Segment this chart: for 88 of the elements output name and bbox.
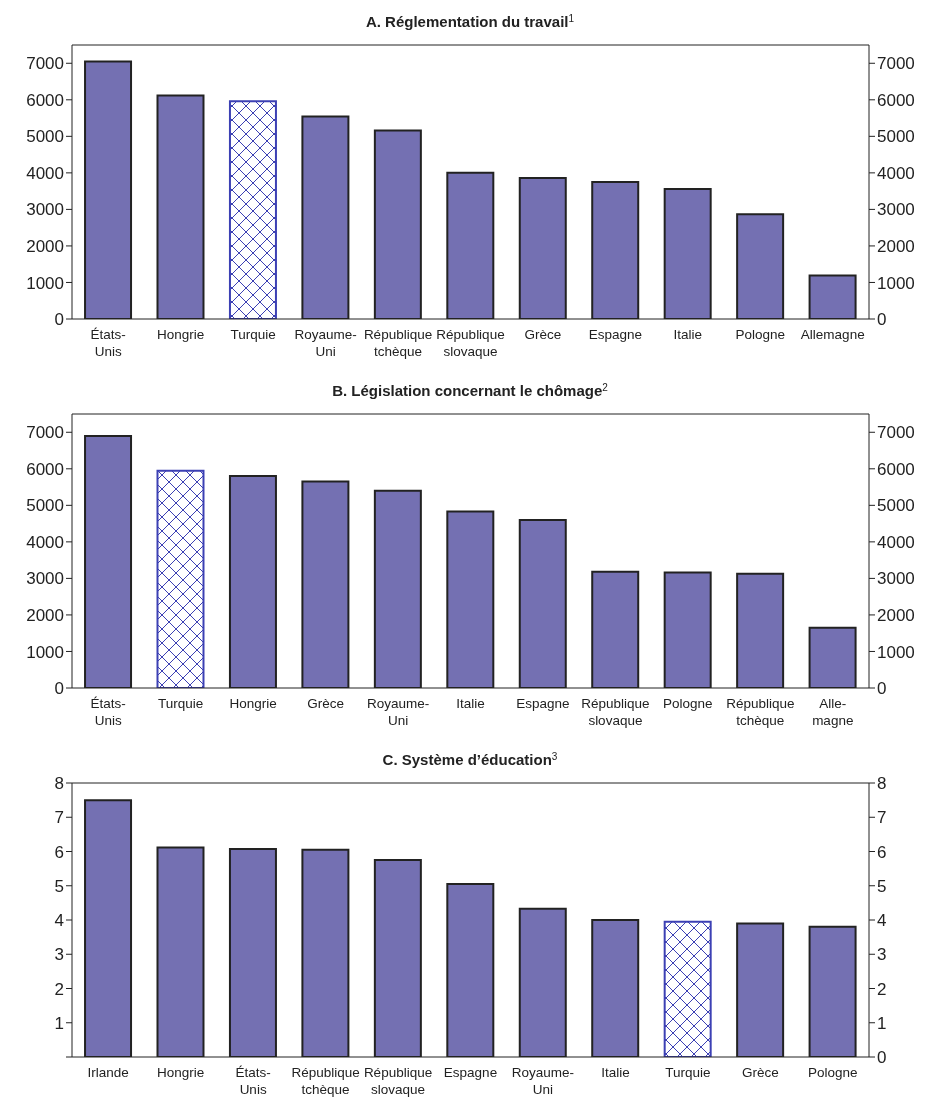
y-tick-label: 6000: [26, 459, 64, 479]
y2-tick-label: 0: [877, 310, 887, 330]
x-tick-label: Italie: [456, 696, 485, 711]
x-tick-label: Espagne: [443, 1065, 498, 1080]
y-tick-label: 6: [54, 842, 64, 862]
y2-tick-label: 4000: [877, 163, 915, 183]
x-tick-label: Alle- magne: [812, 696, 854, 728]
y2-tick-label: 1000: [877, 642, 915, 662]
y-tick-label: 1000: [26, 273, 64, 293]
x-tick-label: Grèce: [741, 1065, 779, 1080]
x-tick-label: Hongrie: [157, 327, 205, 342]
y2-tick-label: 7000: [877, 54, 915, 74]
x-tick-label: Turquie: [665, 1065, 711, 1080]
x-tick-label: Italie: [601, 1065, 630, 1080]
y2-tick-label: 0: [877, 679, 887, 699]
y-tick-label: 7: [54, 808, 64, 828]
y2-tick-label: 5000: [877, 496, 915, 516]
y-tick-label: 1000: [26, 642, 64, 662]
y-tick-label: 8: [54, 774, 64, 794]
y2-tick-label: 3000: [877, 569, 915, 589]
chart-title: C. Système d’éducation$^{3}$: [382, 750, 558, 768]
x-tick-label: Allemagne: [800, 327, 865, 342]
chart-title: A. Réglementation du travail$^{1}$: [365, 12, 575, 30]
x-tick-label: Pologne: [735, 327, 786, 342]
y2-tick-label: 2: [877, 979, 887, 999]
x-tick-label: République slovaque: [363, 1065, 433, 1097]
y2-tick-label: 2000: [877, 236, 915, 256]
y2-tick-label: 3000: [877, 200, 915, 220]
y-tick-label: 5000: [26, 127, 64, 147]
y2-tick-label: 2000: [877, 605, 915, 625]
y-tick-label: 0: [54, 310, 64, 330]
x-tick-label: République slovaque: [581, 696, 650, 728]
y-tick-label: 3: [54, 945, 64, 965]
y2-tick-label: 4: [877, 911, 887, 931]
y-tick-label: 0: [54, 679, 64, 699]
x-tick-label: Royaume- Uni: [294, 327, 357, 359]
x-tick-label: États- Unis: [235, 1065, 271, 1097]
y2-tick-label: 1: [877, 1013, 887, 1033]
x-tick-label: République tchèque: [363, 327, 433, 359]
y-tick-label: 5: [54, 876, 64, 896]
x-tick-label: Turquie: [230, 327, 276, 342]
bar: [228, 100, 277, 319]
bar: [663, 920, 712, 1057]
x-tick-label: États- Unis: [90, 327, 126, 359]
y2-tick-label: 6000: [877, 90, 915, 110]
bar: [156, 469, 205, 688]
y-tick-label: 3000: [26, 200, 64, 220]
y-tick-label: 5000: [26, 496, 64, 516]
y2-tick-label: 1000: [877, 273, 915, 293]
x-tick-label: États- Unis: [90, 696, 126, 728]
x-tick-label: Espagne: [588, 327, 643, 342]
y-tick-label: 4000: [26, 532, 64, 552]
y2-tick-label: 0: [877, 1048, 887, 1068]
y2-tick-label: 7: [877, 808, 887, 828]
y-tick-label: 7000: [26, 54, 64, 74]
y-tick-label: 2000: [26, 236, 64, 256]
y-tick-label: 2: [54, 979, 64, 999]
y-tick-label: 1: [54, 1013, 64, 1033]
x-tick-label: République slovaque: [436, 327, 505, 359]
y-tick-label: 7000: [26, 423, 64, 443]
chart-title: B. Législation concernant le chômage$^{2}$: [332, 381, 609, 399]
x-tick-label: Espagne: [516, 696, 570, 711]
y2-tick-label: 8: [877, 774, 887, 794]
x-tick-label: Grèce: [307, 696, 344, 711]
y-tick-label: 4000: [26, 163, 64, 183]
x-tick-label: Pologne: [808, 1065, 858, 1080]
y2-tick-label: 5: [877, 876, 887, 896]
x-tick-label: Royaume- Uni: [366, 696, 430, 728]
y2-tick-label: 3: [877, 945, 887, 965]
x-tick-label: République tchèque: [726, 696, 795, 728]
y-tick-label: 6000: [26, 90, 64, 110]
y-tick-label: 3000: [26, 569, 64, 589]
x-tick-label: Pologne: [663, 696, 713, 711]
y2-tick-label: 4000: [877, 532, 915, 552]
x-tick-label: Irlande: [87, 1065, 129, 1080]
x-tick-label: Turquie: [158, 696, 204, 711]
x-tick-label: Italie: [673, 327, 703, 342]
y2-tick-label: 7000: [877, 423, 915, 443]
y-tick-label: 2000: [26, 605, 64, 625]
y-tick-label: 4: [54, 911, 64, 931]
y2-tick-label: 6: [877, 842, 887, 862]
x-tick-label: République tchèque: [291, 1065, 360, 1097]
x-tick-label: Hongrie: [229, 696, 277, 711]
x-tick-label: Grèce: [524, 327, 562, 342]
x-tick-label: Royaume- Uni: [511, 1065, 575, 1097]
x-tick-label: Hongrie: [157, 1065, 205, 1080]
y2-tick-label: 6000: [877, 459, 915, 479]
y2-tick-label: 5000: [877, 127, 915, 147]
